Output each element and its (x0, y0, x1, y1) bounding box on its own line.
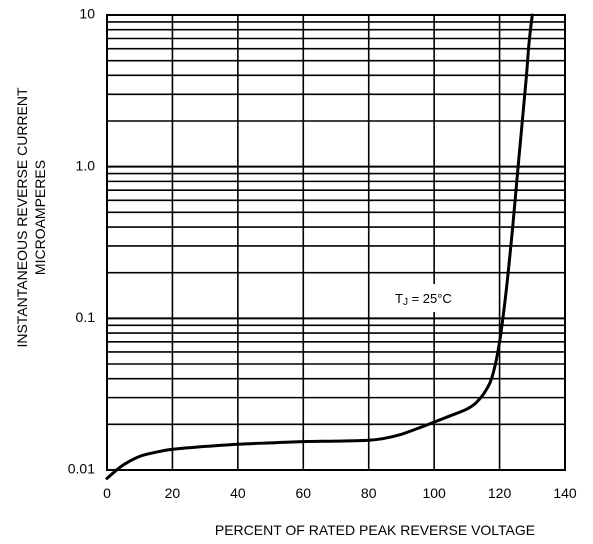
y-tick-label: 0.1 (76, 309, 96, 325)
x-tick-label: 120 (488, 485, 512, 501)
x-tick-label: 20 (165, 485, 181, 501)
curve-layer (105, 13, 534, 480)
grid (106, 14, 566, 471)
x-tick-label: 0 (103, 485, 111, 501)
x-tick-label: 80 (361, 485, 377, 501)
y-tick-label: 1.0 (76, 157, 96, 173)
x-tick-label: 40 (230, 485, 246, 501)
annotation-background (384, 284, 476, 312)
y-axis-title-line: INSTANTANEOUS REVERSE CURRENT (14, 87, 30, 348)
x-axis-title: PERCENT OF RATED PEAK REVERSE VOLTAGE (215, 522, 535, 538)
reverse-current-curve (105, 13, 534, 480)
y-tick-label: 0.01 (68, 461, 95, 477)
y-axis-title-line: MICROAMPERES (32, 160, 48, 275)
x-tick-label: 60 (295, 485, 311, 501)
y-axis-title: INSTANTANEOUS REVERSE CURRENT MICROAMPERE… (14, 87, 48, 348)
x-tick-label: 100 (422, 485, 446, 501)
plot-frame (106, 14, 566, 471)
annotation-layer: TJ = 25°C (384, 284, 476, 312)
tick-labels: 0 20 40 60 80 100 120 140 0.01 0.1 1.0 10 (68, 6, 577, 501)
x-tick-label: 140 (553, 485, 577, 501)
y-tick-label: 10 (79, 6, 95, 22)
temperature-annotation: TJ = 25°C (395, 291, 452, 308)
